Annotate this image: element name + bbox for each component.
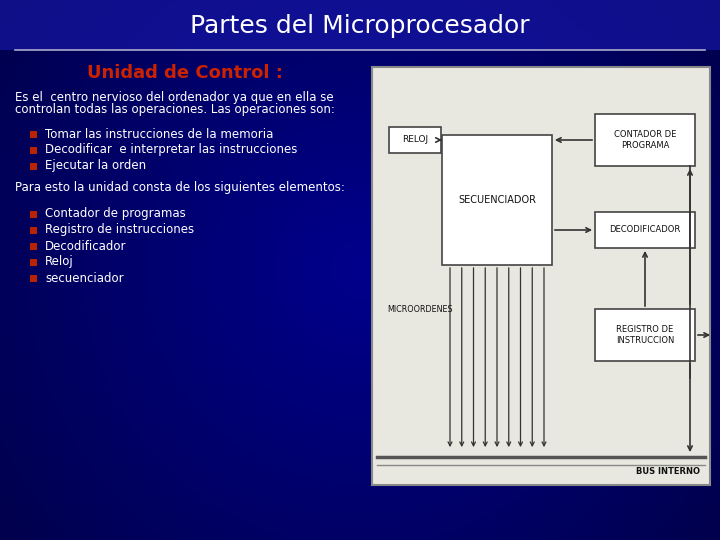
Text: Tomar las instrucciones de la memoria: Tomar las instrucciones de la memoria xyxy=(45,127,274,140)
Bar xyxy=(595,212,695,248)
Text: SECUENCIADOR: SECUENCIADOR xyxy=(458,195,536,205)
Bar xyxy=(30,211,37,218)
Bar xyxy=(595,309,695,361)
Bar xyxy=(30,227,37,234)
Bar xyxy=(30,259,37,266)
Bar xyxy=(442,135,552,265)
Text: RELOJ: RELOJ xyxy=(402,136,428,145)
Text: REGISTRO DE
INSTRUCCION: REGISTRO DE INSTRUCCION xyxy=(616,325,674,345)
Bar xyxy=(30,275,37,282)
Text: Ejecutar la orden: Ejecutar la orden xyxy=(45,159,146,172)
Bar xyxy=(595,114,695,166)
Text: Unidad de Control :: Unidad de Control : xyxy=(87,64,283,82)
Text: Reloj: Reloj xyxy=(45,255,73,268)
Text: DECODIFICADOR: DECODIFICADOR xyxy=(609,226,680,234)
Bar xyxy=(30,163,37,170)
Text: BUS INTERNO: BUS INTERNO xyxy=(636,467,700,476)
Text: Partes del Microprocesador: Partes del Microprocesador xyxy=(190,14,530,38)
Bar xyxy=(30,147,37,154)
Text: MICROORDENES: MICROORDENES xyxy=(387,306,453,314)
Bar xyxy=(30,131,37,138)
Text: Para esto la unidad consta de los siguientes elementos:: Para esto la unidad consta de los siguie… xyxy=(15,181,345,194)
Bar xyxy=(0,0,720,50)
Text: controlan todas las operaciones. Las operaciones son:: controlan todas las operaciones. Las ope… xyxy=(15,104,335,117)
Text: Es el  centro nervioso del ordenador ya que en ella se: Es el centro nervioso del ordenador ya q… xyxy=(15,91,333,104)
Text: Decodificador: Decodificador xyxy=(45,240,127,253)
Text: CONTADOR DE
PROGRAMA: CONTADOR DE PROGRAMA xyxy=(614,130,676,150)
Bar xyxy=(372,67,710,485)
Text: Decodificar  e interpretar las instrucciones: Decodificar e interpretar las instruccio… xyxy=(45,144,297,157)
Bar xyxy=(30,243,37,250)
Bar xyxy=(389,127,441,153)
Text: secuenciador: secuenciador xyxy=(45,272,124,285)
Text: Registro de instrucciones: Registro de instrucciones xyxy=(45,224,194,237)
Text: Contador de programas: Contador de programas xyxy=(45,207,186,220)
